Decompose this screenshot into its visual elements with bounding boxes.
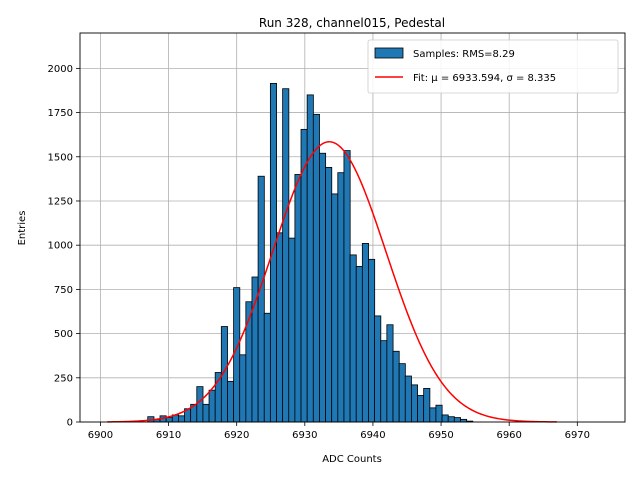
histogram-bar — [312, 113, 320, 423]
histogram-bar — [349, 254, 357, 423]
histogram-bar — [410, 384, 419, 423]
y-tick-label: 1750 — [48, 108, 73, 119]
y-axis-label: Entries — [17, 211, 28, 246]
x-tick-label: 6910 — [156, 430, 181, 441]
legend-label-samples: Samples: RMS=8.29 — [413, 49, 515, 60]
histogram-bar — [343, 150, 351, 423]
histogram-bar — [417, 395, 425, 423]
histogram-bar — [392, 350, 400, 423]
histogram-bar — [380, 340, 388, 423]
histogram-bar — [453, 417, 461, 423]
histogram-bar — [331, 193, 339, 423]
chart-title: Run 328, channel015, Pedestal — [259, 16, 445, 30]
histogram-bar — [398, 363, 406, 423]
histogram-bar — [257, 175, 265, 423]
histogram-bar — [227, 380, 235, 423]
x-axis-ticks: 6900 6910 6920 6930 6940 6950 6960 6970 — [88, 422, 590, 441]
histogram-bar — [196, 386, 204, 423]
histogram-bar — [374, 315, 382, 423]
x-tick-label: 6970 — [565, 430, 590, 441]
histogram-bar — [404, 375, 412, 423]
x-tick-label: 6900 — [88, 430, 113, 441]
histogram-bar — [165, 417, 173, 423]
histogram-bar — [306, 94, 314, 423]
y-tick-label: 1250 — [48, 196, 73, 207]
histogram-bar — [423, 388, 431, 423]
histogram-bar — [202, 403, 210, 423]
legend-label-fit: Fit: μ = 6933.594, σ = 8.335 — [413, 73, 556, 84]
x-tick-label: 6940 — [360, 430, 385, 441]
histogram-bar — [355, 265, 363, 423]
y-axis-ticks: 0 250 500 750 1000 1250 1500 1750 2000 — [48, 64, 80, 429]
histogram-bar — [447, 416, 455, 423]
y-tick-label: 1500 — [48, 152, 73, 163]
y-tick-label: 2000 — [48, 64, 73, 75]
histogram-bar — [294, 174, 302, 423]
x-axis-label: ADC Counts — [322, 454, 382, 465]
y-tick-label: 1000 — [48, 241, 73, 252]
histogram-bar — [435, 404, 443, 423]
x-tick-label: 6950 — [428, 430, 453, 441]
histogram-bar — [386, 324, 394, 423]
histogram-bar — [337, 172, 345, 423]
plot-frame — [79, 32, 626, 423]
histogram-bars — [147, 82, 474, 423]
histogram-bar — [288, 237, 296, 423]
histogram-bar — [263, 312, 271, 423]
histogram-bar — [233, 287, 241, 423]
legend: Samples: RMS=8.29 Fit: μ = 6933.594, σ =… — [367, 39, 619, 94]
histogram-bar — [239, 354, 247, 423]
fit-curve — [107, 140, 557, 423]
histogram-bar — [429, 407, 437, 423]
histogram-bar — [368, 258, 376, 423]
histogram-bar — [208, 389, 216, 423]
histogram-bar — [361, 243, 369, 423]
y-tick-label: 250 — [54, 373, 73, 384]
x-tick-label: 6930 — [292, 430, 317, 441]
legend-box — [367, 39, 619, 94]
y-tick-label: 500 — [54, 329, 73, 340]
histogram-bar — [177, 415, 186, 423]
histogram-bar — [325, 166, 333, 423]
y-tick-label: 750 — [54, 285, 73, 296]
histogram-bar — [276, 232, 284, 423]
histogram-bar — [441, 414, 449, 423]
histogram-bar — [269, 82, 277, 423]
x-tick-label: 6920 — [224, 430, 249, 441]
x-tick-label: 6960 — [496, 430, 521, 441]
y-tick-label: 0 — [67, 418, 73, 429]
histogram-bar — [282, 88, 290, 423]
legend-swatch-samples — [374, 47, 404, 59]
histogram-bar — [319, 152, 327, 423]
